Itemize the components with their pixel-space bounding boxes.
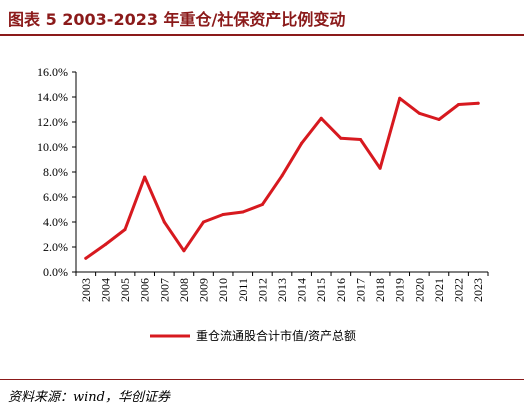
x-tick-label: 2011	[236, 278, 250, 302]
legend-label: 重仓流通股合计市值/资产总额	[196, 328, 356, 343]
data-point	[476, 101, 480, 105]
data-point	[457, 103, 461, 106]
data-point	[437, 118, 441, 121]
data-point	[300, 141, 304, 145]
x-tick-label: 2007	[157, 278, 171, 302]
data-point	[280, 174, 284, 178]
data-point	[162, 220, 166, 224]
y-tick-label: 14.0%	[37, 90, 68, 104]
source-note: 资料来源：wind，华创证券	[8, 390, 170, 405]
x-tick-label: 2014	[295, 278, 309, 302]
x-tick-label: 2022	[452, 278, 466, 302]
data-point	[84, 256, 88, 260]
x-tick-label: 2006	[138, 278, 152, 302]
data-point	[378, 166, 382, 170]
source-rule	[0, 379, 524, 380]
x-tick-label: 2004	[98, 278, 112, 302]
x-tick-label: 2013	[275, 278, 289, 302]
x-tick-label: 2018	[373, 278, 387, 302]
y-tick-label: 8.0%	[43, 165, 68, 179]
data-point	[319, 116, 323, 120]
x-tick-label: 2023	[471, 278, 485, 302]
x-tick-label: 2016	[334, 278, 348, 302]
x-tick-label: 2019	[393, 278, 407, 302]
data-point	[221, 213, 225, 216]
x-tick-label: 2009	[197, 278, 211, 302]
y-tick-label: 6.0%	[43, 190, 68, 204]
y-tick-label: 16.0%	[37, 65, 68, 79]
x-tick-label: 2015	[314, 278, 328, 302]
data-point	[182, 249, 186, 253]
data-point	[358, 138, 362, 141]
data-point	[260, 203, 264, 206]
series-group	[84, 96, 480, 260]
x-tick-label: 2021	[432, 278, 446, 302]
y-tick-label: 2.0%	[43, 240, 68, 254]
y-tick-label: 0.0%	[43, 265, 68, 279]
x-tick-label: 2020	[412, 278, 426, 302]
data-point	[398, 96, 402, 100]
data-point	[241, 210, 245, 214]
x-tick-label: 2010	[216, 278, 230, 302]
data-point	[202, 220, 206, 224]
x-tick-label: 2017	[353, 278, 367, 302]
data-point	[339, 136, 343, 140]
x-tick-label: 2012	[255, 278, 269, 302]
y-tick-label: 4.0%	[43, 215, 68, 229]
legend: 重仓流通股合计市值/资产总额	[150, 328, 356, 343]
data-point	[103, 243, 107, 246]
title-rule	[0, 34, 524, 36]
data-point	[143, 175, 147, 179]
y-tick-label: 10.0%	[37, 140, 68, 154]
data-point	[417, 111, 421, 115]
x-tick-label: 2003	[79, 278, 93, 302]
x-tick-label: 2008	[177, 278, 191, 302]
figure-title: 图表 5 2003-2023 年重仓/社保资产比例变动	[8, 10, 346, 29]
data-point	[123, 228, 127, 231]
x-tick-label: 2005	[118, 278, 132, 302]
y-axis: 0.0% 2.0% 4.0% 6.0% 8.0% 10.0% 12.0% 14.0% 16.0%	[37, 65, 77, 279]
y-tick-label: 12.0%	[37, 115, 68, 129]
x-axis: 2003 2004 2005 2006 2007 2008 2009 2010 2011 2012…	[75, 271, 489, 302]
